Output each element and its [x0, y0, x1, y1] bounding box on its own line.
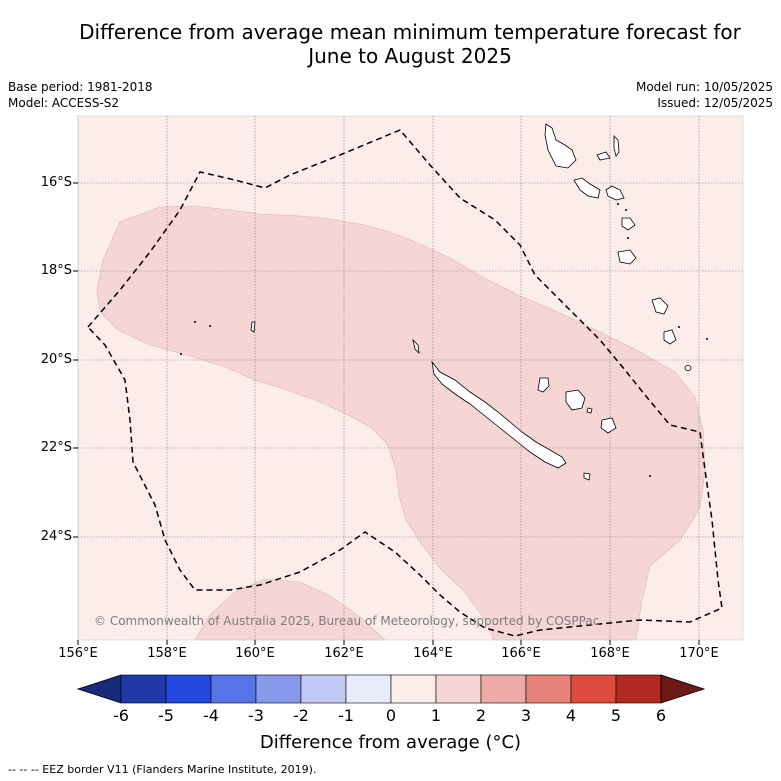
colorbar-tick-label: -5 [158, 706, 174, 725]
ambae [596, 151, 611, 161]
copyright-notice: © Commonwealth of Australia 2025, Bureau… [94, 614, 600, 628]
pentecost-area [605, 185, 625, 201]
lon-label-164E: 164°E [413, 646, 453, 661]
small-islet-3 [180, 353, 182, 355]
colorbar-tick-label: 4 [565, 706, 577, 725]
colorbar [76, 674, 706, 704]
lon-label-156E: 156°E [58, 646, 98, 661]
small-islet-1 [194, 321, 196, 323]
tiga [586, 407, 593, 414]
futuna-island [684, 365, 692, 371]
lat-label-24S: 24°S [40, 529, 72, 544]
small-islet-9 [678, 326, 680, 328]
colorbar-cell [390, 674, 437, 704]
colorbar-title: Difference from average (°C) [259, 732, 522, 753]
colorbar-tick-label: 3 [520, 706, 532, 725]
lon-label-170E: 170°E [679, 646, 719, 661]
colorbar-tick-label: 1 [430, 706, 442, 725]
colorbar-high-extend [660, 674, 706, 704]
colorbar-tick-label: 0 [385, 706, 397, 725]
lat-label-22S: 22°S [40, 440, 72, 455]
colorbar-low-extend [76, 674, 122, 704]
erromango [617, 249, 637, 265]
colorbar-cell [570, 674, 617, 704]
lat-label-20S: 20°S [40, 352, 72, 367]
espiritu-santo [544, 123, 577, 169]
isle-of-pines [583, 472, 591, 481]
lon-label-168E: 168°E [590, 646, 630, 661]
map-title-line2: June to August 2025 [308, 44, 512, 68]
grid-lines [77, 116, 743, 640]
meta-right: Model run: 10/05/2025 Issued: 12/05/2025 [636, 79, 773, 111]
colorbar-cell [345, 674, 392, 704]
small-islet-6 [617, 203, 619, 205]
mare [600, 417, 617, 434]
lon-label-160E: 160°E [235, 646, 275, 661]
lon-label-166E: 166°E [501, 646, 541, 661]
colorbar-cell [480, 674, 527, 704]
lat-label-16S: 16°S [40, 175, 72, 190]
map-title-line1: Difference from average mean minimum tem… [79, 20, 741, 44]
colorbar-tick-label: -2 [293, 706, 309, 725]
small-islet-4 [649, 475, 651, 477]
malekula [573, 177, 601, 199]
eez-border [86, 129, 723, 637]
model-name: Model: ACCESS-S2 [8, 96, 120, 110]
aneityum [663, 329, 677, 345]
map-frame [77, 115, 744, 641]
colorbar-tick-label: 5 [610, 706, 622, 725]
axis-ticks [73, 182, 700, 645]
colorbar-cell [615, 674, 662, 704]
colorbar-tick-label: 2 [475, 706, 487, 725]
colorbar-cell [165, 674, 212, 704]
model-run: Model run: 10/05/2025 [635, 80, 773, 94]
lifou [565, 389, 586, 411]
lon-label-158E: 158°E [147, 646, 187, 661]
small-islet-2 [209, 325, 211, 327]
small-islet-8 [627, 237, 629, 239]
maewo [613, 135, 620, 157]
tanna [651, 297, 669, 315]
base-period: Base period: 1981-2018 [8, 80, 153, 94]
colorbar-tick-label: -4 [203, 706, 219, 725]
lon-label-162E: 162°E [324, 646, 364, 661]
small-islet-5 [706, 338, 708, 340]
anomaly-region-main [96, 205, 706, 641]
colorbar-cell [210, 674, 257, 704]
colorbar-tick-label: -3 [248, 706, 264, 725]
efate [621, 217, 636, 231]
new-caledonia [431, 360, 567, 469]
belep-islands [412, 338, 420, 355]
ouvea [537, 377, 550, 393]
colorbar-cell [525, 674, 572, 704]
colorbar-cell [435, 674, 482, 704]
small-islet-7 [625, 209, 627, 211]
colorbar-cell [300, 674, 347, 704]
anomaly-region-south [194, 578, 386, 641]
colorbar-cell [255, 674, 302, 704]
eez-legend-note: -- -- -- EEZ border V11 (Flanders Marine… [8, 763, 317, 776]
chesterfield-islet [250, 321, 256, 333]
colorbar-tick-label: -1 [338, 706, 354, 725]
lat-label-18S: 18°S [40, 263, 72, 278]
colorbar-cell [120, 674, 167, 704]
meta-left: Base period: 1981-2018 Model: ACCESS-S2 [8, 79, 153, 111]
issued-date: Issued: 12/05/2025 [657, 96, 773, 110]
colorbar-tick-label: -6 [113, 706, 129, 725]
colorbar-tick-label: 6 [655, 706, 667, 725]
